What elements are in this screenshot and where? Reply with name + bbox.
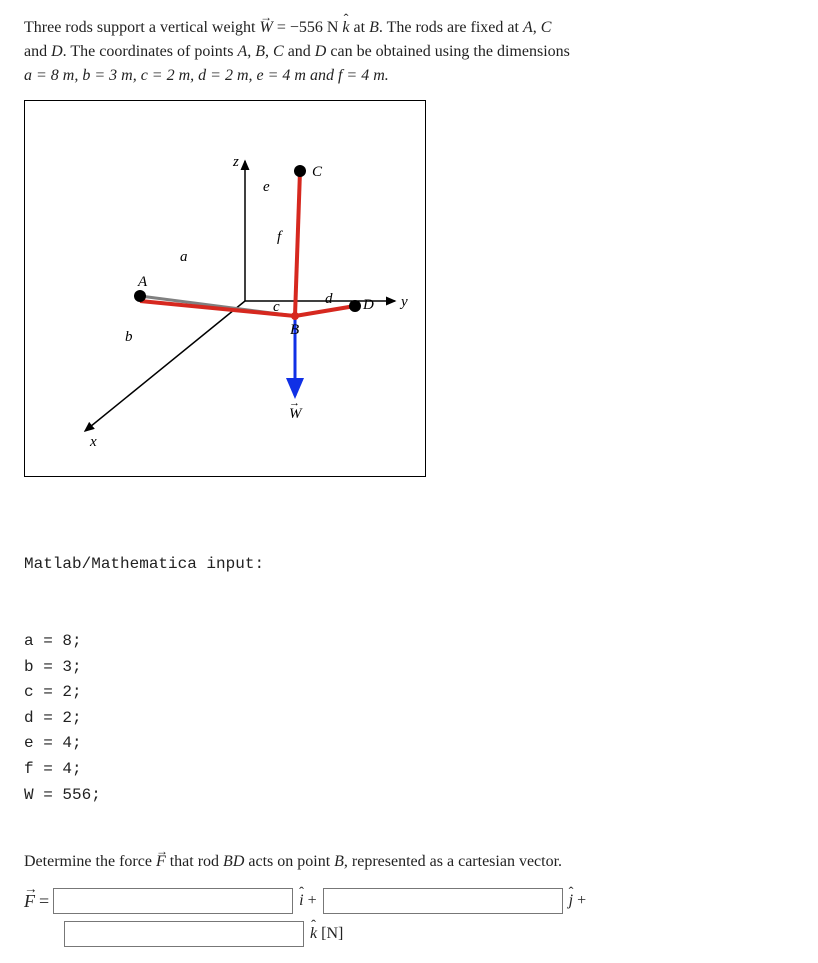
text: = −556 N xyxy=(273,19,343,36)
code-line: b = 3; xyxy=(24,655,794,681)
question-text: Determine the force F that rod BD acts o… xyxy=(24,850,794,874)
code-lines: a = 8;b = 3;c = 2;d = 2;e = 4;f = 4;W = … xyxy=(24,629,794,808)
text: , xyxy=(533,19,541,36)
code-line: W = 556; xyxy=(24,783,794,809)
list-C: C xyxy=(273,43,284,60)
rod-BD: BD xyxy=(223,853,244,870)
k-hat-label: k [N] xyxy=(310,922,343,946)
problem-statement: Three rods support a vertical weight W =… xyxy=(24,16,794,88)
svg-text:c: c xyxy=(273,299,280,315)
input-i-component[interactable] xyxy=(53,888,293,914)
text: acts on point xyxy=(244,853,334,870)
code-line: e = 4; xyxy=(24,731,794,757)
point-B-q: B xyxy=(334,853,344,870)
svg-text:e: e xyxy=(263,179,270,195)
point-C: C xyxy=(541,19,552,36)
plus: + xyxy=(573,892,586,909)
j-hat: j xyxy=(569,889,573,913)
plus: + xyxy=(304,892,317,909)
i-hat: i xyxy=(299,889,303,913)
svg-text:D: D xyxy=(362,297,374,313)
code-block: Matlab/Mathematica input: a = 8;b = 3;c … xyxy=(24,501,794,834)
answer-F-label: F xyxy=(24,888,35,915)
vector-W: W xyxy=(259,16,272,40)
equals-sign: = xyxy=(39,888,49,915)
j-hat-label: j + xyxy=(569,889,586,913)
figure-box: zyxCABDabcdefW→ xyxy=(24,100,426,477)
text: that rod xyxy=(166,853,223,870)
svg-text:d: d xyxy=(325,291,333,307)
k-hat: k xyxy=(310,922,317,946)
list-B: B xyxy=(255,43,265,60)
text: and xyxy=(24,43,51,60)
code-header: Matlab/Mathematica input: xyxy=(24,552,794,578)
input-j-component[interactable] xyxy=(323,888,563,914)
dimensions-line: a = 8 m, b = 3 m, c = 2 m, d = 2 m, e = … xyxy=(24,67,389,84)
point-B: B xyxy=(369,19,379,36)
figure-svg: zyxCABDabcdefW→ xyxy=(25,101,425,476)
text: Determine the force xyxy=(24,853,156,870)
unit-k: k xyxy=(342,16,349,40)
svg-text:x: x xyxy=(89,434,97,450)
list-A: A xyxy=(237,43,247,60)
input-k-component[interactable] xyxy=(64,921,304,947)
svg-text:→: → xyxy=(289,397,300,409)
svg-text:z: z xyxy=(232,154,239,170)
code-line: c = 2; xyxy=(24,680,794,706)
svg-text:B: B xyxy=(290,322,299,338)
text: can be obtained using the dimensions xyxy=(326,43,570,60)
svg-text:C: C xyxy=(312,164,323,180)
svg-text:f: f xyxy=(277,229,283,245)
text: , represented as a cartesian vector. xyxy=(344,853,562,870)
unit-N: [N] xyxy=(317,925,343,942)
answer-row: F = i + j + xyxy=(24,888,794,915)
text: at xyxy=(350,19,370,36)
svg-text:A: A xyxy=(137,274,148,290)
point-D: D xyxy=(51,43,63,60)
text: Three rods support a vertical weight xyxy=(24,19,259,36)
answer-row-2: k [N] xyxy=(24,921,794,947)
text: . The coordinates of points xyxy=(63,43,238,60)
svg-text:a: a xyxy=(180,249,188,265)
i-hat-label: i + xyxy=(299,889,316,913)
code-line: d = 2; xyxy=(24,706,794,732)
svg-text:y: y xyxy=(399,294,408,310)
code-line: a = 8; xyxy=(24,629,794,655)
vector-F: F xyxy=(156,850,166,874)
point-A: A xyxy=(523,19,533,36)
code-line: f = 4; xyxy=(24,757,794,783)
svg-text:b: b xyxy=(125,329,133,345)
list-D: D xyxy=(315,43,327,60)
text: . The rods are fixed at xyxy=(379,19,523,36)
